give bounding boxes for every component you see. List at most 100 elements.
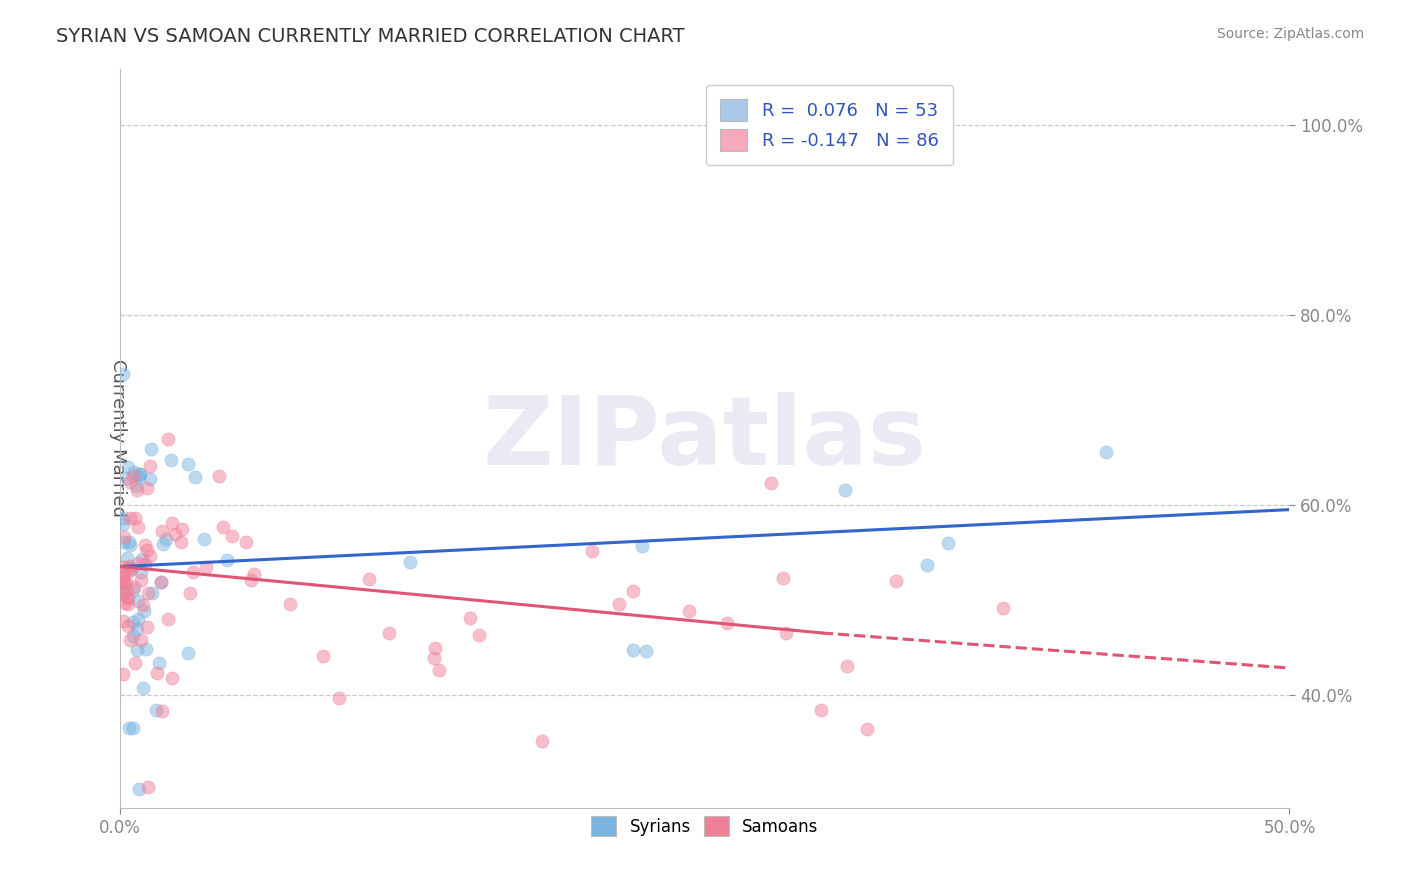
Point [122, 582, 145, 597]
Point [132, 598, 155, 612]
Point [176, 646, 198, 660]
Point [111, 667, 134, 681]
Point [240, 573, 263, 587]
Point [129, 565, 152, 579]
Point [120, 563, 142, 577]
Point [636, 644, 658, 658]
Point [211, 520, 233, 534]
Point [127, 642, 149, 657]
Point [111, 586, 134, 600]
Point [131, 681, 153, 695]
Point [184, 470, 207, 484]
Point [117, 583, 139, 598]
Point [835, 659, 858, 673]
Point [152, 537, 174, 551]
Point [884, 574, 907, 589]
Point [127, 612, 149, 626]
Point [217, 553, 239, 567]
Point [118, 511, 141, 525]
Point [991, 601, 1014, 615]
Point [122, 580, 145, 594]
Point [772, 571, 794, 585]
Point [134, 558, 156, 572]
Point [138, 459, 160, 474]
Point [129, 573, 152, 587]
Point [117, 597, 139, 611]
Point [120, 562, 142, 576]
Point [118, 632, 141, 647]
Point [155, 532, 177, 546]
Point [135, 620, 157, 634]
Point [136, 586, 159, 600]
Point [127, 623, 149, 637]
Point [111, 510, 134, 524]
Point [235, 534, 257, 549]
Point [170, 522, 193, 536]
Point [312, 648, 335, 663]
Text: SYRIAN VS SAMOAN CURRENTLY MARRIED CORRELATION CHART: SYRIAN VS SAMOAN CURRENTLY MARRIED CORRE… [56, 27, 685, 45]
Point [115, 550, 138, 565]
Point [117, 591, 139, 606]
Point [328, 690, 350, 705]
Point [124, 657, 146, 671]
Point [139, 472, 162, 486]
Point [118, 558, 141, 573]
Point [915, 558, 938, 572]
Point [834, 483, 856, 497]
Point [127, 556, 149, 570]
Legend: Syrians, Samoans: Syrians, Samoans [582, 807, 827, 845]
Point [243, 566, 266, 581]
Point [121, 629, 143, 643]
Point [111, 560, 134, 574]
Point [177, 457, 200, 471]
Point [112, 534, 135, 549]
Point [115, 471, 138, 485]
Point [111, 583, 134, 598]
Point [377, 625, 399, 640]
Point [759, 476, 782, 491]
Point [160, 671, 183, 685]
Point [148, 656, 170, 670]
Point [138, 780, 160, 794]
Point [150, 524, 173, 538]
Point [193, 532, 215, 546]
Point [141, 586, 163, 600]
Point [141, 442, 163, 457]
Point [122, 615, 145, 629]
Point [936, 536, 959, 550]
Point [139, 549, 162, 564]
Point [122, 465, 145, 479]
Point [115, 590, 138, 604]
Point [136, 543, 159, 558]
Point [716, 616, 738, 631]
Point [146, 666, 169, 681]
Point [194, 559, 217, 574]
Point [136, 481, 159, 495]
Point [111, 367, 134, 381]
Point [399, 556, 422, 570]
Point [117, 460, 139, 475]
Point [181, 566, 204, 580]
Y-axis label: Currently Married: Currently Married [110, 359, 127, 517]
Point [150, 704, 173, 718]
Point [118, 534, 141, 549]
Point [150, 575, 173, 590]
Point [623, 584, 645, 599]
Point [124, 511, 146, 525]
Point [135, 642, 157, 657]
Point [458, 610, 481, 624]
Point [855, 723, 877, 737]
Point [423, 641, 446, 656]
Point [111, 570, 134, 584]
Point [128, 467, 150, 481]
Point [427, 664, 450, 678]
Point [114, 596, 136, 610]
Text: Source: ZipAtlas.com: Source: ZipAtlas.com [1216, 27, 1364, 41]
Point [111, 576, 134, 591]
Point [120, 475, 142, 489]
Point [118, 561, 141, 575]
Point [129, 633, 152, 648]
Point [125, 479, 148, 493]
Text: ZIPatlas: ZIPatlas [482, 392, 927, 485]
Point [111, 517, 134, 532]
